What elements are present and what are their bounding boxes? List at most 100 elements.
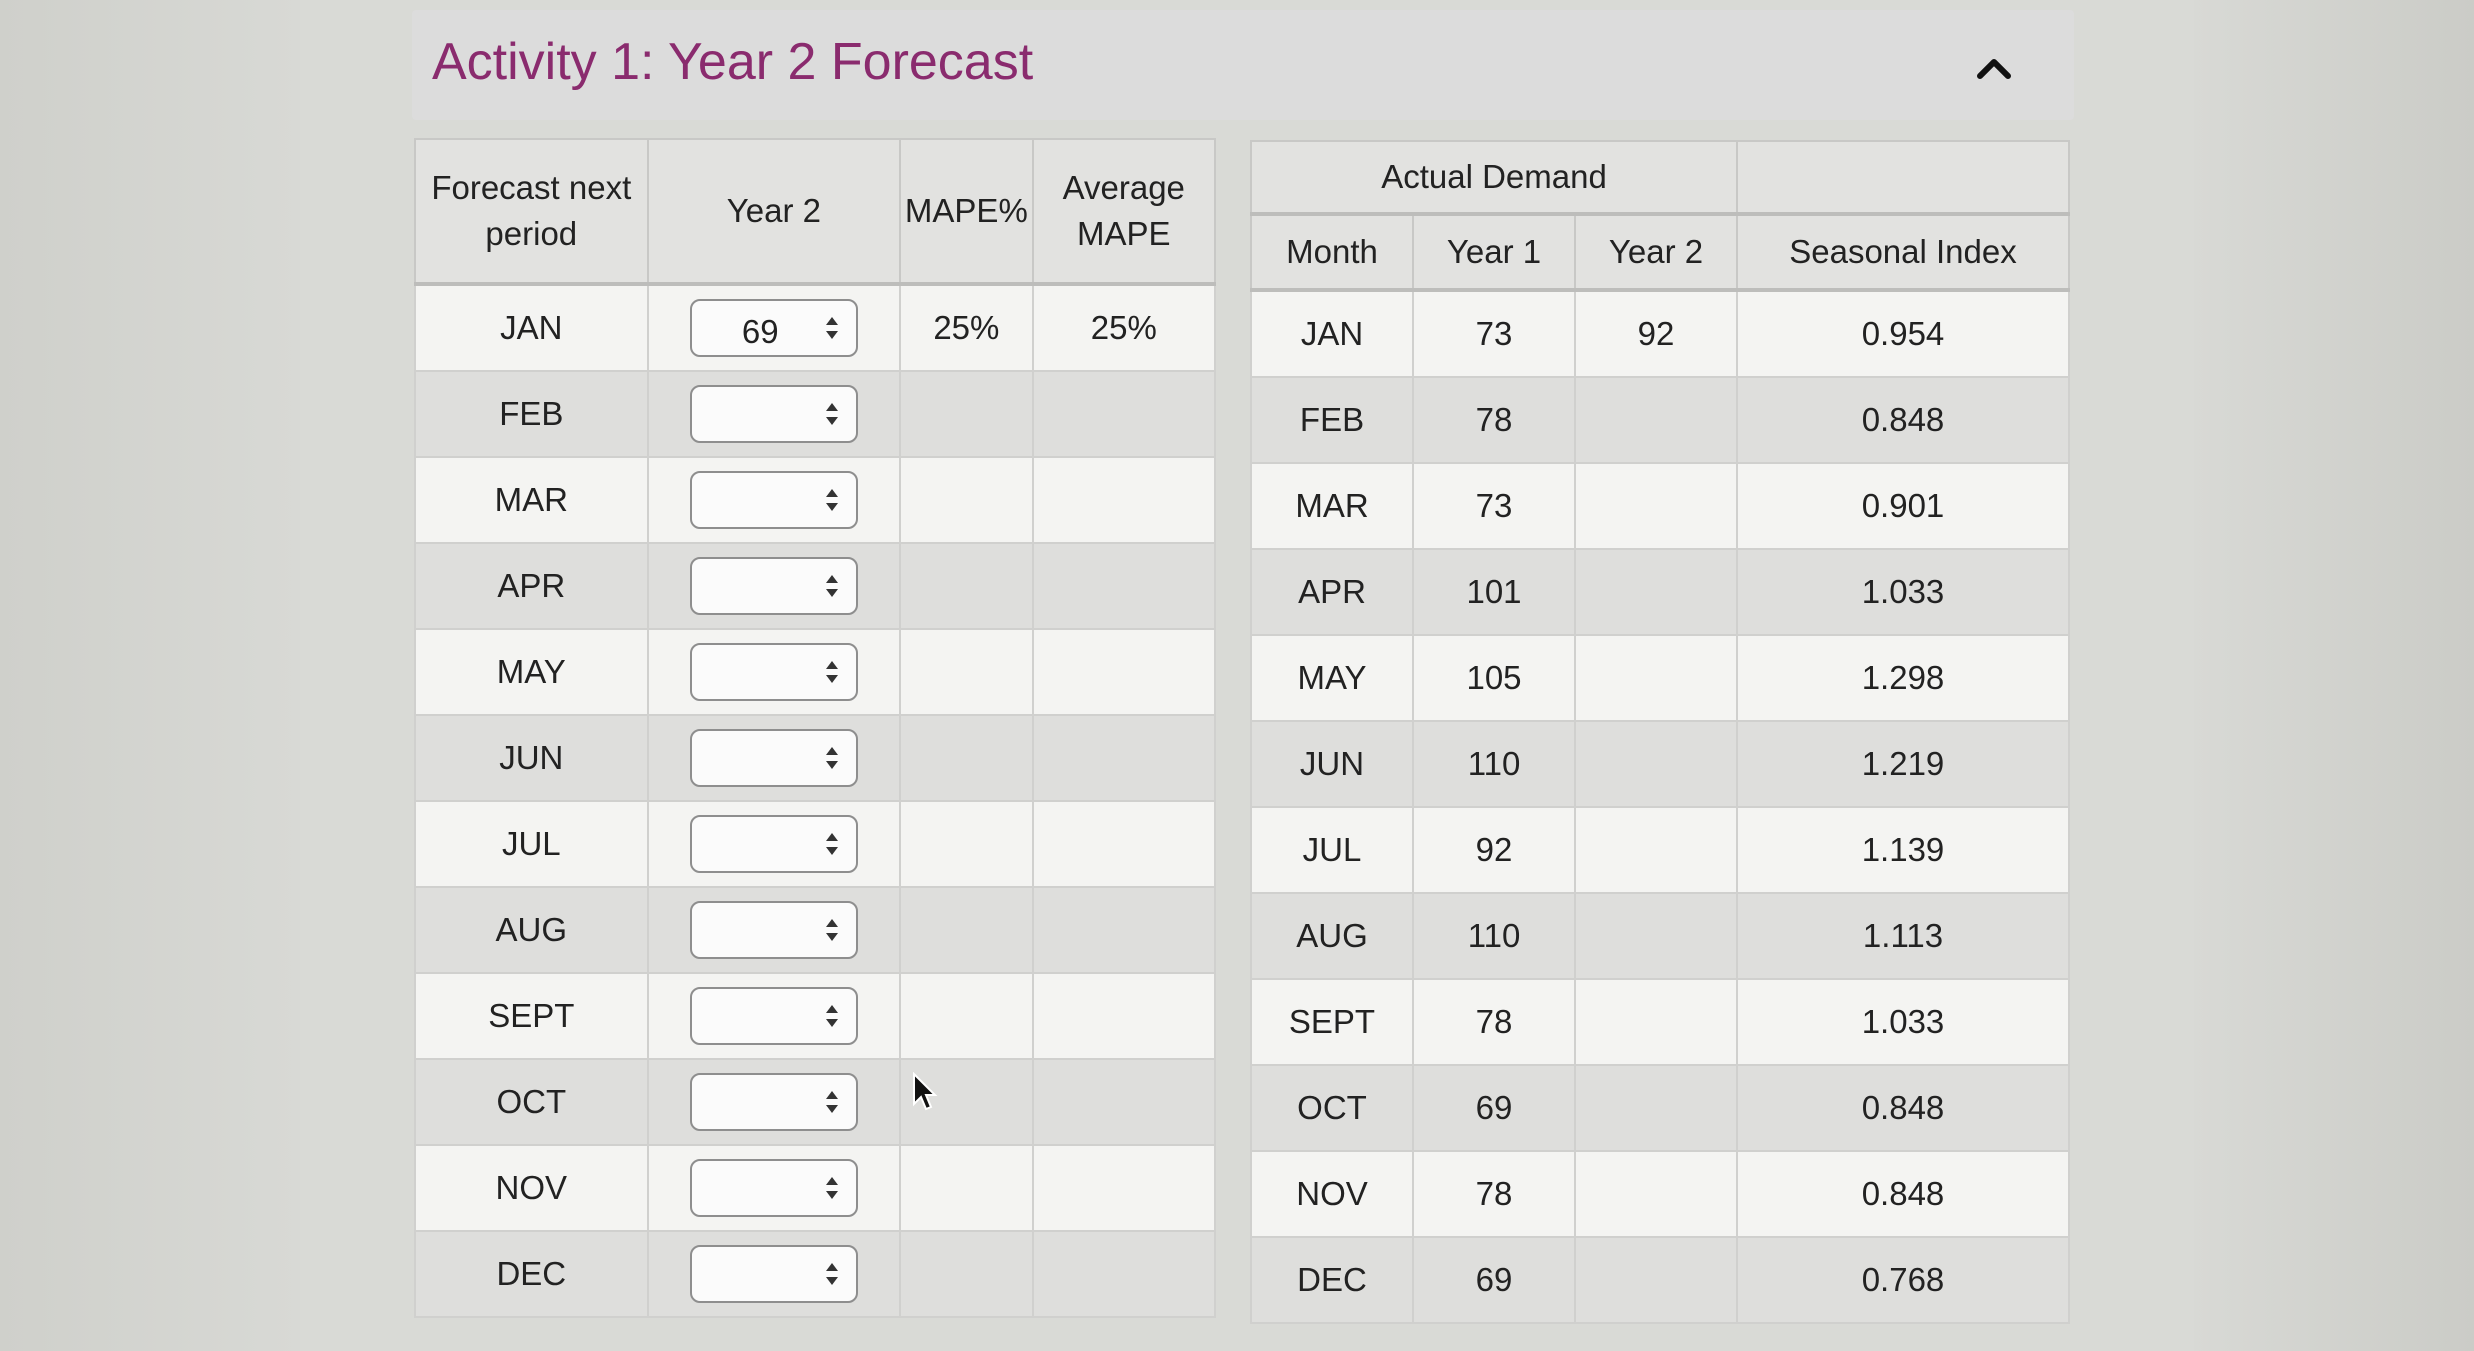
mape-value (899, 628, 1034, 716)
table-row: FEB 78 0.848 (1250, 376, 2070, 464)
average-mape-value (1031, 1058, 1217, 1146)
forecast-year2-stepper[interactable] (689, 1245, 858, 1303)
table-row: FEB (414, 370, 1217, 458)
mape-value (899, 1230, 1034, 1318)
up-down-arrows-icon[interactable] (822, 484, 842, 516)
table-row: OCT (414, 1058, 1217, 1146)
demand-year1: 69 (1412, 1236, 1576, 1324)
header-forecast-period: Forecast next period (414, 138, 649, 286)
forecast-cell (646, 714, 902, 802)
demand-year2 (1574, 978, 1738, 1066)
demand-month: FEB (1250, 376, 1414, 464)
forecast-month: JUL (414, 800, 649, 888)
up-down-arrows-icon[interactable] (822, 914, 842, 946)
up-down-arrows-icon[interactable] (822, 1258, 842, 1290)
forecast-year2-stepper[interactable] (689, 471, 858, 529)
header-year2: Year 2 (646, 138, 902, 286)
seasonal-index: 1.219 (1736, 720, 2070, 808)
mape-value: 25% (899, 283, 1034, 372)
forecast-cell (646, 972, 902, 1060)
forecast-year2-stepper[interactable] (689, 643, 858, 701)
forecast-cell (646, 370, 902, 458)
forecast-cell (646, 800, 902, 888)
up-down-arrows-icon[interactable] (822, 398, 842, 430)
forecast-table: Forecast next period Year 2 MAPE% Averag… (414, 138, 1217, 1318)
seasonal-index: 0.901 (1736, 462, 2070, 550)
mouse-cursor-icon (913, 1072, 938, 1111)
forecast-year2-stepper[interactable] (689, 729, 858, 787)
demand-month: OCT (1250, 1064, 1414, 1152)
activity-title: Activity 1: Year 2 Forecast (432, 33, 1034, 91)
forecast-year2-stepper[interactable] (689, 557, 858, 615)
header-year1: Year 1 (1412, 213, 1576, 292)
forecast-year2-stepper[interactable] (689, 901, 858, 959)
up-down-arrows-icon[interactable] (822, 570, 842, 602)
demand-year2 (1574, 462, 1738, 550)
seasonal-index: 1.033 (1736, 548, 2070, 636)
table-row: MAY 105 1.298 (1250, 634, 2070, 722)
demand-year1: 101 (1412, 548, 1576, 636)
table-row: AUG 110 1.113 (1250, 892, 2070, 980)
forecast-year2-stepper[interactable] (689, 815, 858, 873)
header-average-mape: Average MAPE (1031, 138, 1217, 286)
chevron-up-icon[interactable] (1974, 48, 2014, 88)
demand-month: DEC (1250, 1236, 1414, 1324)
activity-header[interactable]: Activity 1: Year 2 Forecast (412, 10, 2074, 120)
table-row: NOV 78 0.848 (1250, 1150, 2070, 1238)
mape-value (899, 714, 1034, 802)
header-year2-actual: Year 2 (1574, 213, 1738, 292)
forecast-year2-stepper[interactable] (689, 1073, 858, 1131)
table-row: AUG (414, 886, 1217, 974)
demand-year2 (1574, 720, 1738, 808)
forecast-year2-stepper[interactable] (689, 987, 858, 1045)
demand-month: JAN (1250, 289, 1414, 378)
demand-month: NOV (1250, 1150, 1414, 1238)
forecast-year2-stepper[interactable]: 69 (689, 299, 858, 357)
demand-month: MAR (1250, 462, 1414, 550)
seasonal-index: 1.298 (1736, 634, 2070, 722)
demand-month: SEPT (1250, 978, 1414, 1066)
up-down-arrows-icon[interactable] (822, 1086, 842, 1118)
seasonal-index: 1.033 (1736, 978, 2070, 1066)
forecast-cell: 69 (646, 283, 902, 372)
forecast-cell (646, 542, 902, 630)
header-period-line2: period (485, 215, 578, 252)
seasonal-index: 0.848 (1736, 1064, 2070, 1152)
up-down-arrows-icon[interactable] (822, 656, 842, 688)
demand-month: JUL (1250, 806, 1414, 894)
demand-year2 (1574, 1150, 1738, 1238)
table-row: JAN 73 92 0.954 (1250, 289, 2070, 378)
mape-value (899, 370, 1034, 458)
average-mape-value (1031, 456, 1217, 544)
table-row: APR (414, 542, 1217, 630)
seasonal-index: 1.113 (1736, 892, 2070, 980)
up-down-arrows-icon[interactable] (822, 1172, 842, 1204)
average-mape-value (1031, 972, 1217, 1060)
header-month: Month (1250, 213, 1414, 292)
header-period-line1: Forecast next (431, 169, 632, 206)
up-down-arrows-icon[interactable] (822, 1000, 842, 1032)
table-row: JUL 92 1.139 (1250, 806, 2070, 894)
table-row: MAY (414, 628, 1217, 716)
demand-year2 (1574, 1236, 1738, 1324)
header-blank (1736, 140, 2070, 216)
demand-year1: 78 (1412, 1150, 1576, 1238)
up-down-arrows-icon[interactable] (822, 828, 842, 860)
demand-year2 (1574, 1064, 1738, 1152)
forecast-month: SEPT (414, 972, 649, 1060)
up-down-arrows-icon[interactable] (822, 312, 842, 344)
demand-month: JUN (1250, 720, 1414, 808)
header-avg-line1: Average (1062, 169, 1185, 206)
forecast-year2-stepper[interactable] (689, 385, 858, 443)
forecast-cell (646, 886, 902, 974)
demand-year1: 78 (1412, 376, 1576, 464)
forecast-cell (646, 1058, 902, 1146)
up-down-arrows-icon[interactable] (822, 742, 842, 774)
mape-value (899, 542, 1034, 630)
forecast-month: DEC (414, 1230, 649, 1318)
demand-year2 (1574, 548, 1738, 636)
forecast-year2-stepper[interactable] (689, 1159, 858, 1217)
header-seasonal-index: Seasonal Index (1736, 213, 2070, 292)
mape-value (899, 800, 1034, 888)
demand-year1: 105 (1412, 634, 1576, 722)
